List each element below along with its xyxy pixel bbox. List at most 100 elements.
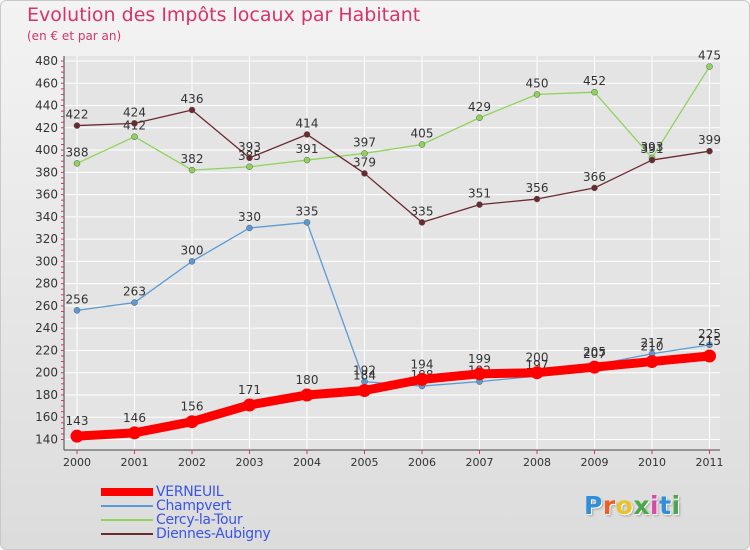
data-label-cercy-la-tour: 382 — [181, 152, 204, 166]
y-tick-label: 480 — [35, 54, 58, 68]
data-label-champvert: 207 — [583, 347, 606, 361]
data-point-cercy-la-tour — [418, 141, 426, 148]
data-label-verneuil: 146 — [123, 411, 146, 425]
data-label-verneuil: 215 — [698, 334, 721, 348]
series-line-verneuil — [72, 351, 714, 441]
data-point-champvert — [706, 341, 713, 349]
data-label-diennes-aubigny: 399 — [698, 133, 721, 147]
data-point-cercy-la-tour — [73, 160, 81, 167]
data-point-verneuil — [473, 367, 486, 381]
y-tick-label: 400 — [35, 143, 58, 157]
data-label-champvert: 330 — [238, 210, 261, 224]
data-label-champvert: 225 — [698, 327, 721, 341]
y-tick-label: 160 — [35, 410, 58, 424]
data-point-diennes-aubigny — [73, 122, 81, 129]
legend-swatch — [101, 519, 153, 521]
legend-swatch — [101, 533, 153, 535]
data-point-diennes-aubigny — [476, 201, 483, 208]
data-point-diennes-aubigny — [361, 170, 368, 177]
legend-label: Diennes-Aubigny — [156, 526, 271, 542]
data-point-champvert — [303, 219, 311, 226]
y-tick-label: 420 — [35, 121, 58, 135]
y-tick-label: 360 — [35, 188, 58, 202]
y-tick-label: 300 — [35, 254, 58, 268]
y-tick-label: 380 — [35, 165, 58, 179]
y-tick-label: 180 — [35, 388, 58, 402]
data-label-verneuil: 210 — [641, 340, 664, 354]
logo-letter: t — [659, 491, 672, 520]
data-label-diennes-aubigny: 422 — [66, 108, 89, 122]
data-point-diennes-aubigny — [591, 184, 598, 192]
data-label-diennes-aubigny: 335 — [411, 204, 434, 218]
y-tick-label: 340 — [35, 210, 58, 224]
data-label-diennes-aubigny: 356 — [526, 181, 549, 195]
legend-item: Diennes-Aubigny — [101, 526, 271, 542]
legend-item: VERNEUIL — [101, 485, 270, 499]
chart-legend: VERNEUIL Champvert Cercy-la-Tour Diennes-Au… — [101, 485, 271, 542]
y-tick-label: 240 — [35, 321, 58, 335]
data-point-cercy-la-tour — [591, 88, 598, 96]
data-point-diennes-aubigny — [303, 131, 311, 138]
data-label-verneuil: 143 — [66, 414, 89, 428]
data-point-champvert — [73, 307, 81, 314]
x-tick-label: 2001 — [121, 456, 149, 469]
plot-area — [64, 56, 720, 450]
x-tick-label: 2010 — [638, 456, 666, 469]
data-point-diennes-aubigny — [648, 156, 656, 164]
series-line-diennes-aubigny — [76, 109, 711, 224]
data-label-diennes-aubigny: 414 — [296, 116, 319, 130]
data-label-cercy-la-tour: 429 — [468, 100, 491, 114]
proxiti-logo: Proxiti — [584, 491, 681, 520]
data-label-cercy-la-tour: 393 — [641, 140, 664, 154]
data-point-verneuil — [70, 429, 84, 443]
data-point-champvert — [131, 299, 138, 306]
legend-swatch — [101, 505, 153, 507]
data-label-diennes-aubigny: 379 — [353, 155, 376, 169]
x-tick-label: 2006 — [408, 456, 436, 469]
x-tick-label: 2002 — [178, 456, 206, 469]
x-tick-label: 2005 — [351, 456, 379, 469]
y-tick-label: 320 — [35, 232, 58, 246]
x-tick-label: 2003 — [236, 456, 264, 469]
data-label-verneuil: 156 — [181, 400, 204, 414]
y-tick-label: 200 — [35, 366, 58, 380]
x-tick-label: 2007 — [466, 456, 494, 469]
data-label-cercy-la-tour: 405 — [411, 126, 434, 140]
data-label-diennes-aubigny: 391 — [641, 142, 664, 156]
series-line-cercy-la-tour — [76, 65, 711, 171]
data-point-verneuil — [645, 355, 659, 369]
data-point-verneuil — [243, 398, 256, 412]
legend-item: Champvert — [101, 499, 270, 513]
y-tick-label: 440 — [35, 99, 58, 113]
data-point-diennes-aubigny — [246, 154, 253, 162]
x-tick-label: 2011 — [696, 456, 724, 469]
data-label-diennes-aubigny: 424 — [123, 105, 146, 119]
data-point-diennes-aubigny — [533, 195, 541, 203]
logo-letter: x — [633, 491, 650, 520]
data-point-diennes-aubigny — [706, 147, 713, 155]
data-label-champvert: 217 — [641, 336, 664, 350]
legend-label: Champvert — [156, 498, 232, 514]
chart-title: Evolution des Impôts locaux par Habitant — [27, 4, 421, 26]
logo-letter: r — [602, 491, 616, 520]
logo-letter: P — [584, 491, 603, 520]
data-label-champvert: 263 — [123, 285, 146, 299]
legend-item: Cercy-la-Tour — [101, 513, 270, 527]
data-label-diennes-aubigny: 351 — [468, 187, 491, 201]
data-label-cercy-la-tour: 397 — [353, 135, 376, 149]
data-point-verneuil — [185, 415, 199, 429]
data-point-cercy-la-tour — [706, 63, 713, 70]
data-label-verneuil: 184 — [353, 369, 376, 383]
data-label-champvert: 300 — [181, 243, 204, 257]
data-label-diennes-aubigny: 366 — [583, 170, 606, 184]
logo-letter: i — [650, 491, 660, 520]
legend-label: VERNEUIL — [156, 484, 224, 500]
data-label-verneuil: 199 — [468, 352, 491, 366]
y-tick-label: 460 — [35, 76, 58, 90]
data-point-cercy-la-tour — [533, 91, 541, 98]
data-label-diennes-aubigny: 393 — [238, 140, 261, 154]
data-label-champvert: 335 — [296, 204, 319, 218]
data-label-diennes-aubigny: 436 — [181, 92, 204, 106]
data-point-verneuil — [358, 384, 371, 398]
